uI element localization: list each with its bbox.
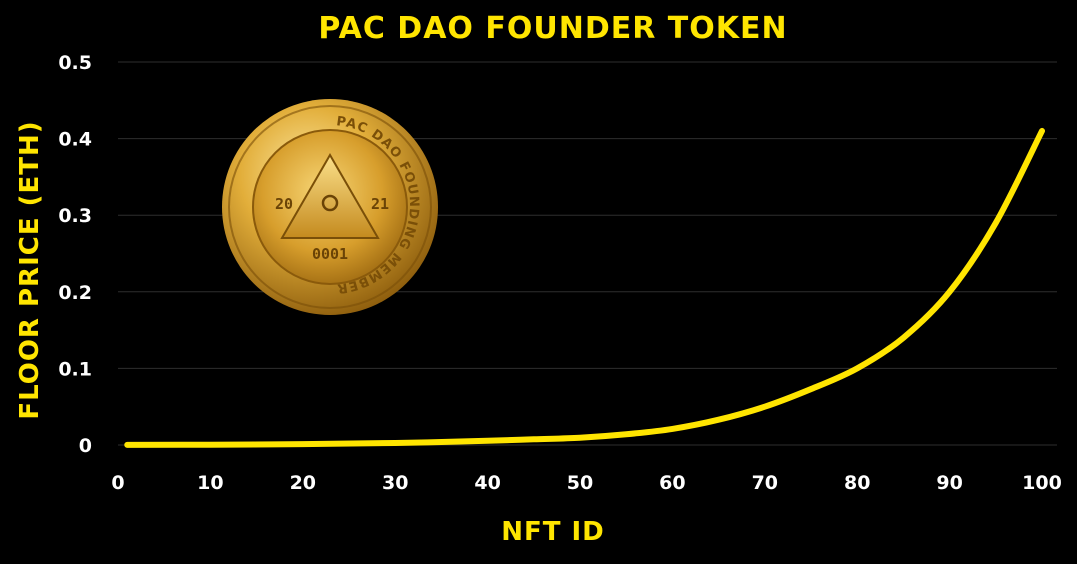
x-tick-label: 100 — [1022, 472, 1062, 494]
y-tick-label: 0.5 — [58, 52, 92, 74]
x-axis-label: NFT ID — [501, 517, 605, 547]
y-tick-label: 0.2 — [58, 282, 92, 304]
chart-title: PAC DAO FOUNDER TOKEN — [318, 11, 787, 46]
x-tick-label: 30 — [382, 472, 408, 494]
x-tick-label: 70 — [752, 472, 778, 494]
y-axis-label: FLOOR PRICE (ETH) — [15, 120, 45, 419]
x-tick-label: 60 — [659, 472, 685, 494]
founder-coin-image: PAC DAO FOUNDING MEMBER 20 21 0001 — [222, 99, 438, 315]
coin-number: 0001 — [312, 245, 348, 263]
coin-year-right: 21 — [371, 195, 389, 213]
x-tick-label: 40 — [474, 472, 500, 494]
y-tick-label: 0 — [79, 435, 92, 457]
y-tick-label: 0.4 — [58, 129, 92, 151]
x-tick-label: 0 — [111, 472, 124, 494]
y-tick-label: 0.3 — [58, 205, 92, 227]
x-tick-label: 20 — [290, 472, 316, 494]
x-tick-label: 80 — [844, 472, 870, 494]
x-tick-label: 50 — [567, 472, 593, 494]
x-tick-label: 10 — [197, 472, 223, 494]
floor-price-line — [124, 127, 1045, 448]
coin-year-left: 20 — [275, 195, 293, 213]
x-tick-label: 90 — [936, 472, 962, 494]
x-axis-ticks: 0 10 20 30 40 50 60 70 80 90 100 — [111, 472, 1061, 494]
y-tick-label: 0.1 — [58, 358, 92, 380]
y-axis-ticks: 0 0.1 0.2 0.3 0.4 0.5 — [58, 52, 92, 457]
